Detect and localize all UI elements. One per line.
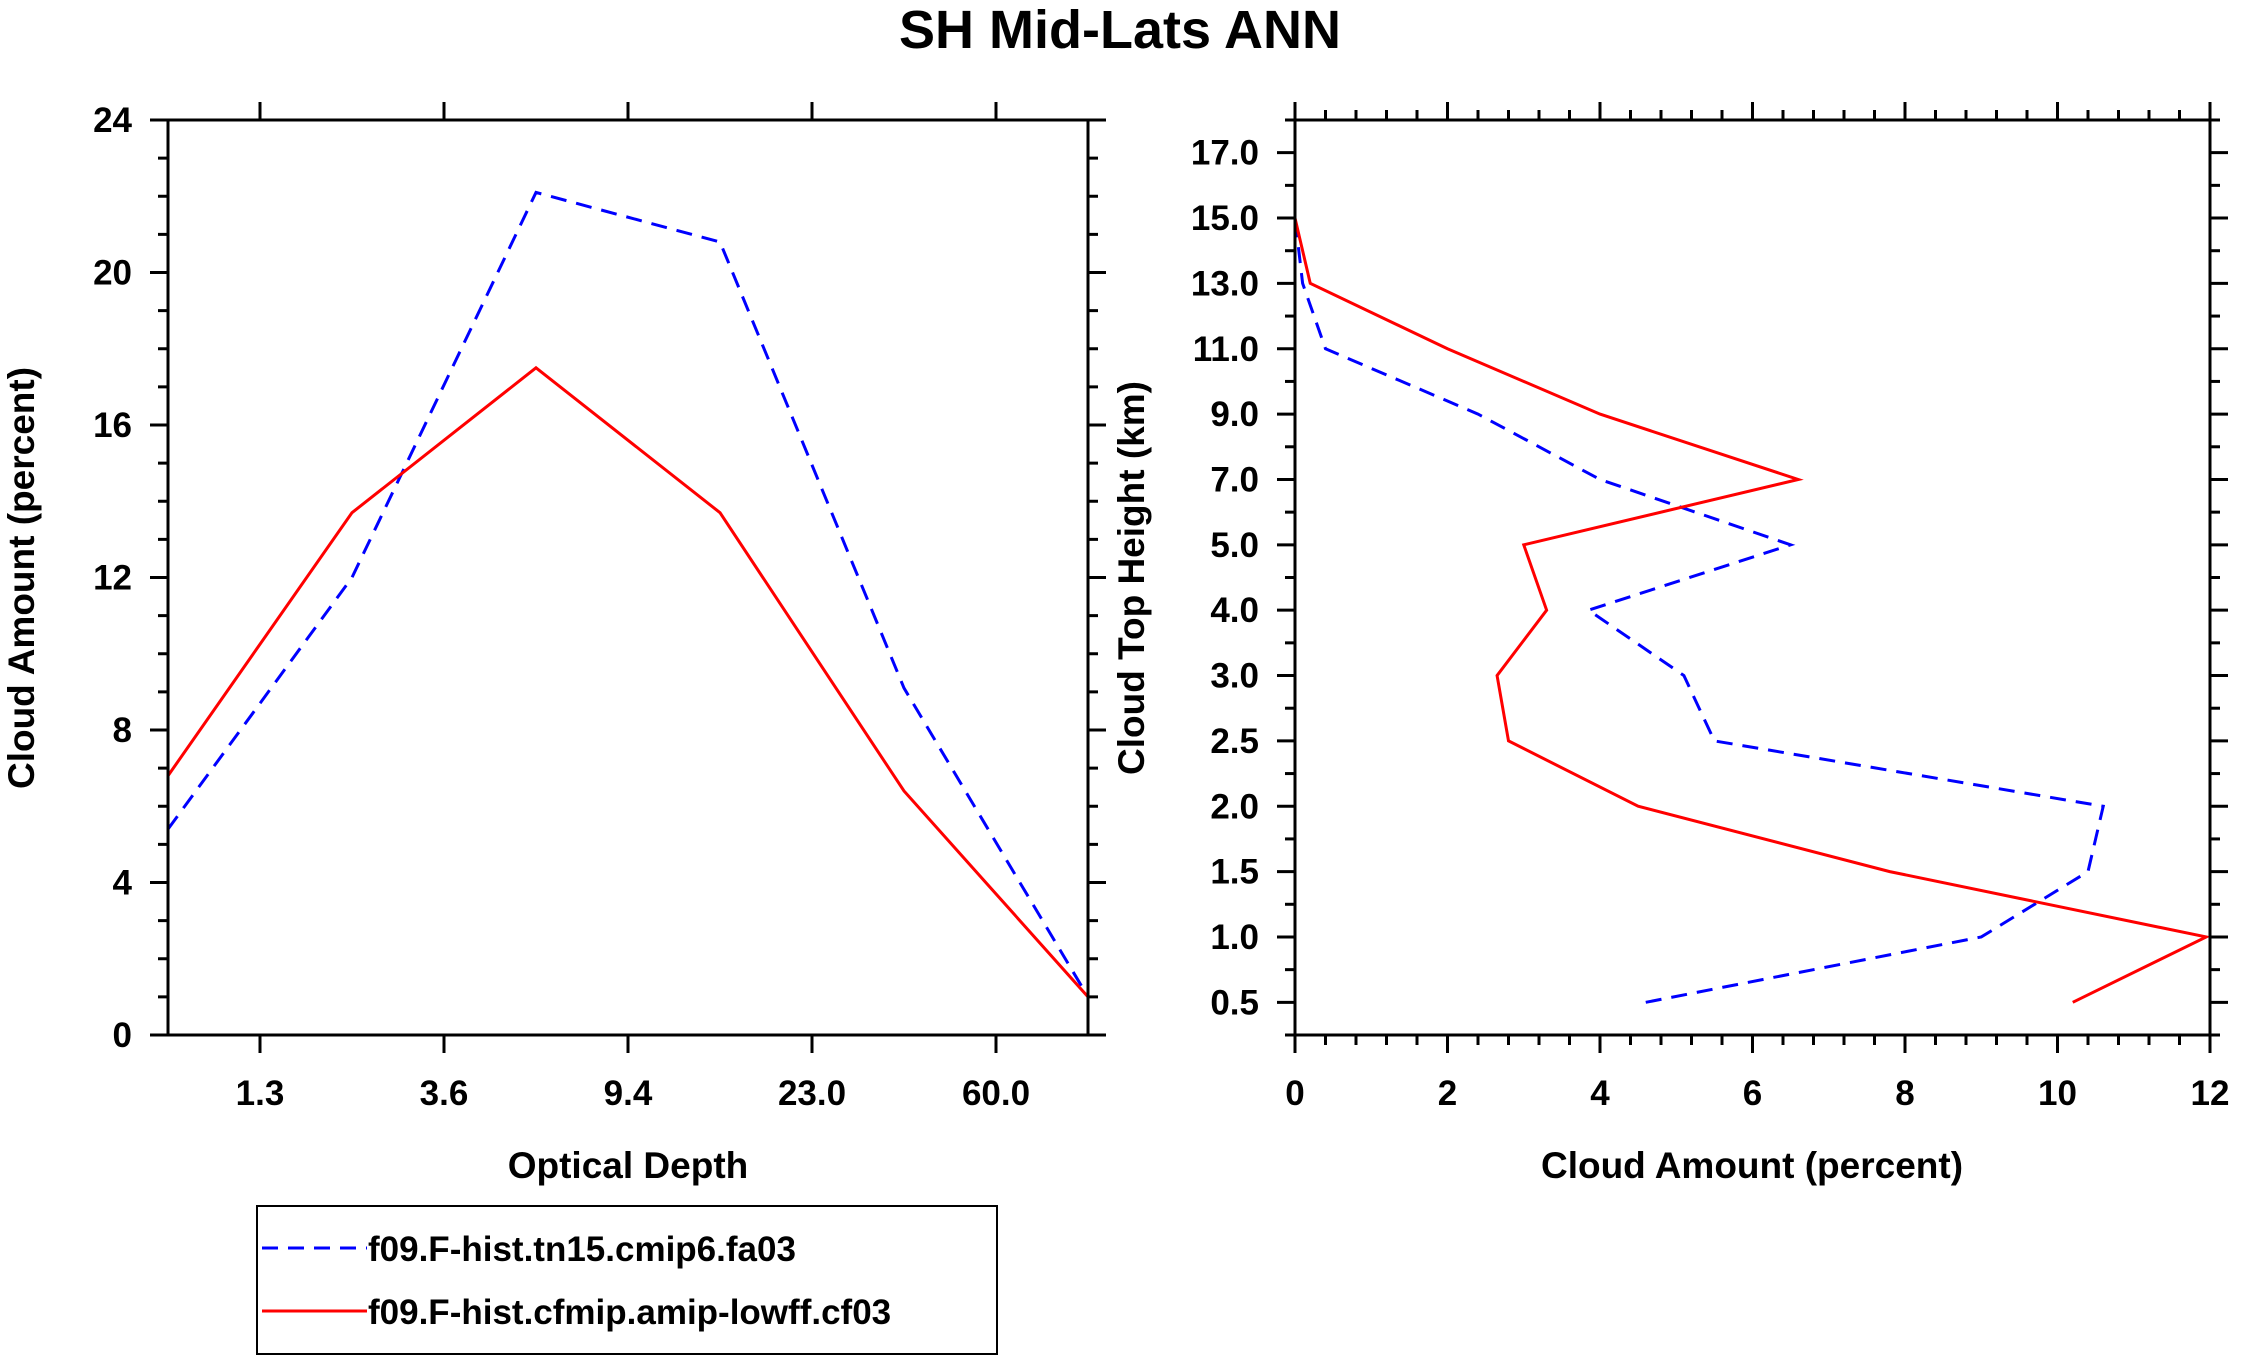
x-tick-label: 9.4 <box>604 1074 653 1113</box>
x-tick-label: 60.0 <box>962 1074 1030 1113</box>
y-tick-label: 13.0 <box>1191 264 1259 303</box>
x-tick-label: 8 <box>1895 1074 1914 1113</box>
y-tick-label: 12 <box>93 559 132 598</box>
left-panel-tick-labels: 0 4 8 12 16 20 24 1.3 3.6 9.4 23.0 60.0 <box>93 101 1030 1113</box>
y-tick-label: 8 <box>113 711 132 750</box>
y-tick-label: 0 <box>113 1016 132 1055</box>
right-y-axis-label: Cloud Top Height (km) <box>1111 381 1152 775</box>
series-line-dashed <box>1293 152 2106 1004</box>
x-tick-label: 2 <box>1438 1074 1457 1113</box>
y-tick-label: 16 <box>93 406 132 445</box>
left-panel-series <box>166 190 1090 998</box>
x-tick-label: 4 <box>1590 1074 1610 1113</box>
y-tick-label: 9.0 <box>1210 395 1259 434</box>
y-tick-label: 4.0 <box>1210 591 1259 630</box>
right-panel-tick-labels: 0 2 4 6 8 10 12 0.5 1.0 1.5 2.0 2.5 3.0 4.0 5.0 7.0 9.0 1… <box>1191 134 2230 1113</box>
series-line-dashed <box>166 190 1090 998</box>
legend-entry-label: f09.F-hist.cfmip.amip-lowff.cf03 <box>368 1293 891 1332</box>
y-tick-label: 24 <box>93 101 132 140</box>
legend-entry-label: f09.F-hist.tn15.cmip6.fa03 <box>368 1230 796 1269</box>
y-tick-label: 7.0 <box>1210 460 1259 499</box>
right-panel-ticks <box>1277 102 2228 1053</box>
y-tick-label: 11.0 <box>1193 330 1259 369</box>
left-x-axis-label: Optical Depth <box>508 1145 749 1186</box>
y-tick-label: 20 <box>93 254 132 293</box>
y-tick-label: 5.0 <box>1210 526 1259 565</box>
x-tick-label: 6 <box>1743 1074 1762 1113</box>
left-plot-frame <box>166 118 1090 1037</box>
y-tick-label: 1.0 <box>1210 918 1259 957</box>
right-plot-frame <box>1293 118 2212 1037</box>
left-panel: 0 4 8 12 16 20 24 1.3 3.6 9.4 23.0 60.0 Optical Dep… <box>1 101 1106 1186</box>
legend: f09.F-hist.tn15.cmip6.fa03 f09.F-hist.cf… <box>256 1205 998 1355</box>
x-tick-label: 3.6 <box>420 1074 469 1113</box>
right-x-axis-label: Cloud Amount (percent) <box>1541 1145 1963 1186</box>
y-tick-label: 15.0 <box>1191 199 1259 238</box>
figure-title: SH Mid-Lats ANN <box>899 0 1341 60</box>
x-tick-label: 0 <box>1285 1074 1304 1113</box>
series-line-solid <box>1293 152 2211 1004</box>
left-y-axis-label: Cloud Amount (percent) <box>1 367 42 789</box>
x-tick-label: 1.3 <box>236 1074 285 1113</box>
legend-box <box>256 1205 998 1355</box>
x-tick-label: 10 <box>2038 1074 2077 1113</box>
right-panel-series <box>1293 152 2211 1004</box>
y-tick-label: 2.5 <box>1210 722 1259 761</box>
y-tick-label: 17.0 <box>1191 134 1259 173</box>
y-tick-label: 1.5 <box>1210 853 1259 892</box>
series-line-solid <box>166 365 1090 998</box>
y-tick-label: 2.0 <box>1210 787 1259 826</box>
right-panel: 0 2 4 6 8 10 12 0.5 1.0 1.5 2.0 2.5 3.0 4.0 5.0 7.0 9.0 1… <box>1111 102 2229 1186</box>
y-tick-label: 0.5 <box>1210 983 1259 1022</box>
y-tick-label: 4 <box>113 864 133 903</box>
x-tick-label: 12 <box>2191 1074 2230 1113</box>
x-tick-label: 23.0 <box>778 1074 846 1113</box>
left-panel-ticks <box>150 102 1106 1053</box>
y-tick-label: 3.0 <box>1210 657 1259 696</box>
